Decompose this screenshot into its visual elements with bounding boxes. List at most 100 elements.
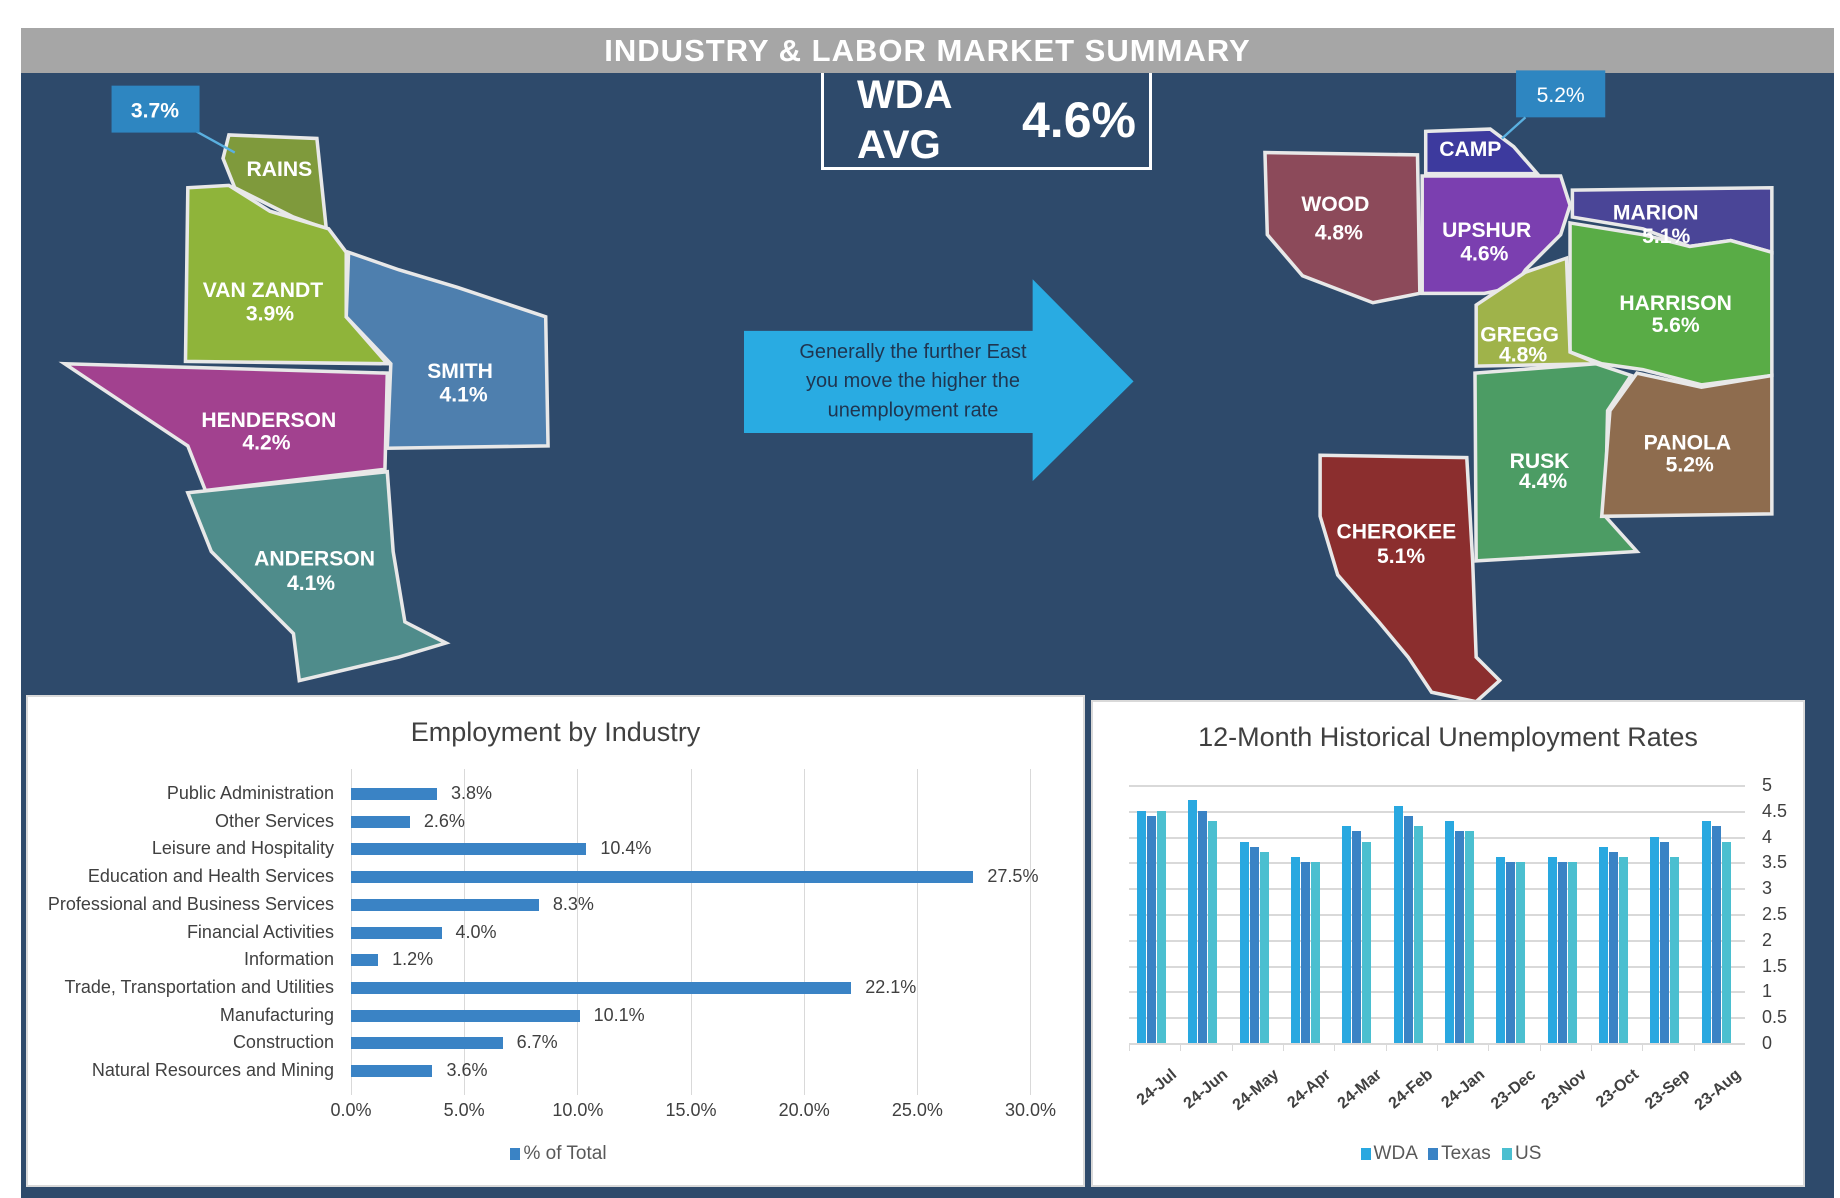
x-tick: [1283, 1043, 1284, 1051]
data-label: 6.7%: [516, 1032, 558, 1053]
county-panola[interactable]: [1599, 371, 1774, 519]
y-tick-label: 2.5: [1762, 904, 1788, 924]
bar-texas: [1198, 810, 1208, 1043]
county-henderson[interactable]: [58, 361, 390, 493]
industry-bar: [351, 981, 852, 994]
bar-wda: [1393, 805, 1403, 1043]
x-tick-label: 20.0%: [778, 1100, 830, 1120]
bar-wda: [1188, 800, 1198, 1043]
van-zandt-rate: 3.9%: [246, 302, 294, 325]
bar-us: [1413, 826, 1423, 1043]
gregg-rate: 4.8%: [1499, 343, 1547, 366]
x-tick-label: 23-Dec: [1488, 1066, 1540, 1113]
gridline: [1129, 810, 1745, 813]
category-label: Natural Resources and Mining: [91, 1060, 334, 1080]
arrow-text-2: you move the higher the: [806, 370, 1020, 392]
x-tick-label: 24-Feb: [1386, 1066, 1437, 1113]
legend-swatch-texas: [1428, 1148, 1439, 1160]
page-title: INDUSTRY & LABOR MARKET SUMMARY: [21, 28, 1834, 73]
bar-texas: [1249, 846, 1259, 1043]
employment-by-industry-chart: Employment by Industry % of Total 0.0% 5.…: [26, 695, 1085, 1187]
harrison-name: HARRISON: [1619, 292, 1732, 315]
x-tick-label: 5.0%: [443, 1100, 485, 1120]
x-tick: [1642, 1043, 1644, 1051]
east-arrow-icon: [743, 279, 1134, 482]
legend-swatch: [510, 1148, 521, 1160]
y-tick-label: 4.5: [1762, 800, 1788, 821]
smith-name: SMITH: [427, 360, 493, 383]
arrow-text-1: Generally the further East: [799, 341, 1027, 363]
y-tick-label: 1: [1762, 981, 1773, 1002]
industry-bar: [351, 788, 437, 800]
county-camp[interactable]: [1423, 127, 1542, 176]
y-tick-label: 2: [1762, 929, 1773, 950]
data-label: 8.3%: [552, 893, 594, 914]
x-tick-label: 15.0%: [665, 1100, 717, 1120]
legend-swatch-wda: [1360, 1148, 1371, 1160]
category-label: Information: [243, 949, 334, 970]
y-tick-label: 0.5: [1762, 1007, 1788, 1028]
y-tick-label: 4: [1762, 826, 1773, 847]
henderson-rate: 4.2%: [242, 431, 290, 454]
county-smith[interactable]: [344, 249, 550, 451]
x-tick: [1231, 1043, 1233, 1051]
camp-callout: [1516, 70, 1606, 118]
camp-rate: 5.2%: [1537, 84, 1585, 107]
smith-rate: 4.1%: [440, 383, 488, 406]
x-tick-label: 23-Nov: [1538, 1066, 1591, 1114]
gridline: [1129, 914, 1745, 916]
data-label: 27.5%: [987, 866, 1039, 887]
category-label: Public Administration: [166, 783, 334, 803]
chart-title: 12-Month Historical Unemployment Rates: [1198, 722, 1698, 752]
bar-texas: [1147, 815, 1156, 1043]
legend-label-us: US: [1515, 1143, 1542, 1164]
gridline: [1129, 862, 1745, 865]
arrow-text-3: unemployment rate: [828, 400, 999, 422]
wda-average-value: 4.6%: [1022, 92, 1136, 148]
gridline: [803, 769, 805, 1095]
bar-wda: [1291, 857, 1300, 1043]
county-upshur[interactable]: [1420, 174, 1572, 296]
rusk-name: RUSK: [1510, 450, 1571, 473]
x-tick-label: 24-Mar: [1334, 1066, 1386, 1113]
bar-wda: [1239, 841, 1249, 1043]
bar-us: [1362, 841, 1372, 1043]
gridline: [1129, 939, 1745, 942]
gridline: [1129, 785, 1745, 787]
bar-wda: [1496, 857, 1506, 1043]
category-label: Other Services: [214, 810, 334, 831]
industry-bar: [351, 898, 539, 911]
category-label: Professional and Business Services: [47, 893, 334, 914]
bar-us: [1670, 857, 1680, 1043]
wood-rate: 4.8%: [1315, 221, 1363, 244]
bar-us: [1721, 841, 1731, 1043]
bar-us: [1619, 857, 1628, 1043]
category-label: Trade, Transportation and Utilities: [64, 976, 334, 997]
x-tick: [1180, 1043, 1182, 1051]
x-tick-label: 23-Aug: [1691, 1066, 1745, 1114]
county-anderson[interactable]: [185, 469, 451, 683]
x-tick-label: 24-May: [1229, 1066, 1283, 1114]
x-tick: [1539, 1043, 1541, 1051]
category-label: Manufacturing: [219, 1004, 334, 1025]
bar-wda: [1137, 810, 1146, 1043]
county-van-zandt[interactable]: [183, 183, 392, 366]
legend-label-wda: WDA: [1373, 1143, 1417, 1164]
van-zandt-name: VAN ZANDT: [203, 279, 323, 302]
henderson-name: HENDERSON: [201, 409, 336, 432]
category-label: Education and Health Services: [87, 866, 334, 887]
gridline: [916, 769, 918, 1095]
bar-us: [1208, 821, 1218, 1043]
bar-texas: [1609, 852, 1618, 1043]
bar-wda: [1445, 821, 1454, 1043]
data-label: 10.1%: [593, 1004, 645, 1025]
industry-bar: [351, 815, 410, 828]
bar-texas: [1660, 841, 1670, 1043]
y-tick-label: 3.5: [1762, 852, 1788, 873]
y-tick-label: 1.5: [1762, 955, 1788, 976]
county-gregg[interactable]: [1474, 255, 1599, 368]
category-label: Construction: [232, 1032, 334, 1053]
county-wood[interactable]: [1263, 150, 1422, 305]
county-cherokee[interactable]: [1318, 453, 1503, 704]
